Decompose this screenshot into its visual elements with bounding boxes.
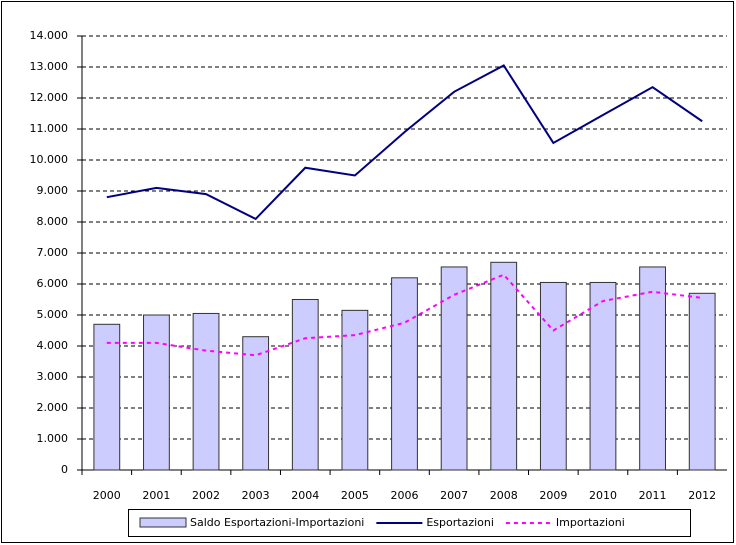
y-tick-label: 0 — [61, 463, 68, 476]
x-tick-label: 2008 — [490, 489, 518, 502]
x-tick-label: 2004 — [291, 489, 319, 502]
bar — [589, 281, 617, 471]
bar — [291, 299, 319, 471]
bar — [242, 336, 270, 471]
bar — [490, 261, 518, 471]
x-tick-label: 2006 — [391, 489, 419, 502]
x-tick-label: 2001 — [142, 489, 170, 502]
y-tick-label: 4.000 — [37, 339, 69, 352]
bar — [192, 312, 220, 471]
x-tick-label: 2009 — [539, 489, 567, 502]
bar — [539, 281, 567, 471]
y-tick-label: 12.000 — [30, 91, 69, 104]
bar — [93, 323, 121, 471]
y-tick-label: 2.000 — [37, 401, 69, 414]
legend-label: Saldo Esportazioni-Importazioni — [190, 516, 364, 529]
legend-label: Esportazioni — [426, 516, 494, 529]
line-series — [106, 64, 703, 221]
x-tick-label: 2005 — [341, 489, 369, 502]
bar — [688, 292, 716, 471]
x-tick-label: 2003 — [242, 489, 270, 502]
y-tick-label: 13.000 — [30, 60, 69, 73]
x-tick-label: 2007 — [440, 489, 468, 502]
y-tick-label: 5.000 — [37, 308, 69, 321]
y-tick-label: 6.000 — [37, 277, 69, 290]
y-tick-label: 8.000 — [37, 215, 69, 228]
y-tick-label: 10.000 — [30, 153, 69, 166]
bar — [639, 266, 666, 471]
line-series — [106, 273, 703, 357]
x-tick-label: 2010 — [589, 489, 617, 502]
bar — [391, 277, 418, 471]
bar — [341, 309, 369, 471]
y-tick-label: 3.000 — [37, 370, 69, 383]
x-tick-label: 2002 — [192, 489, 220, 502]
bar — [143, 314, 170, 471]
y-tick-label: 7.000 — [37, 246, 69, 259]
legend-label: Importazioni — [556, 516, 625, 529]
legend-swatch — [139, 517, 187, 528]
y-tick-label: 11.000 — [30, 122, 69, 135]
x-tick-label: 2012 — [688, 489, 716, 502]
x-tick-label: 2000 — [93, 489, 121, 502]
y-tick-label: 14.000 — [30, 29, 69, 42]
y-tick-label: 1.000 — [37, 432, 69, 445]
y-tick-label: 9.000 — [37, 184, 69, 197]
x-tick-label: 2011 — [639, 489, 667, 502]
bar — [440, 266, 468, 471]
